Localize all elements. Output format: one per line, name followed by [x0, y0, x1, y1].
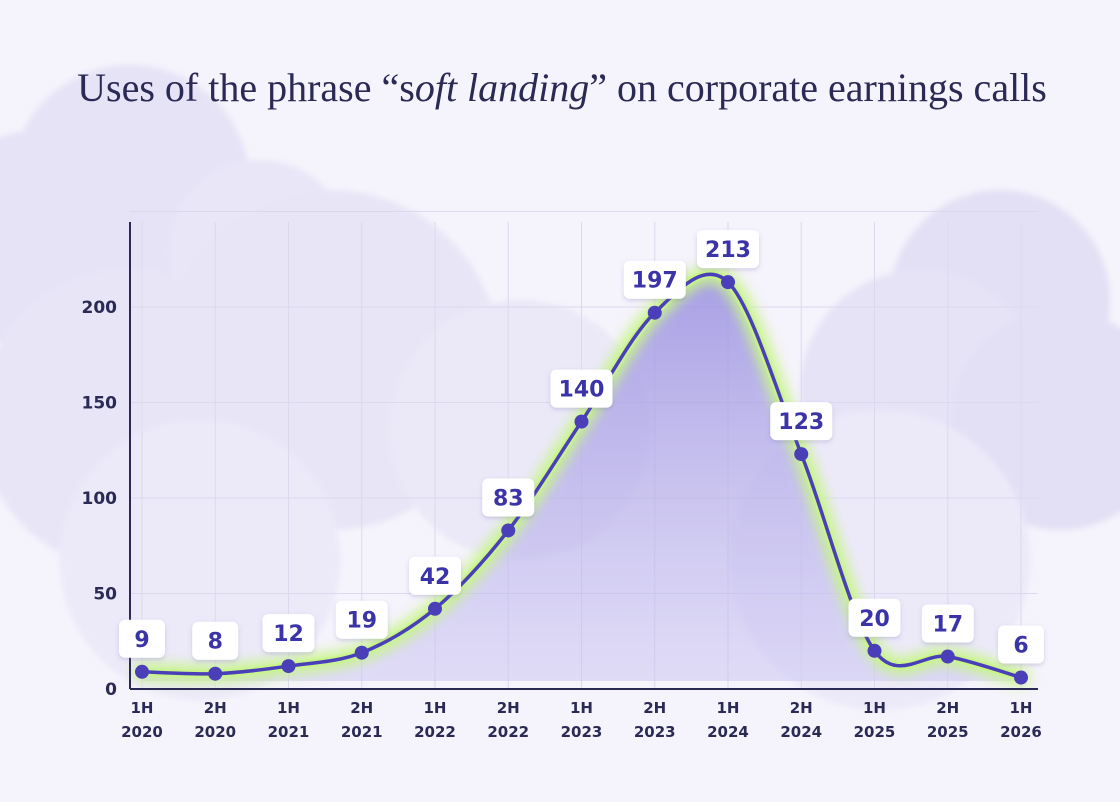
data-label-box [848, 598, 901, 637]
data-point [354, 645, 369, 660]
data-label: 8 [208, 630, 223, 655]
y-tick-label: 150 [82, 394, 118, 414]
y-tick-label: 50 [93, 585, 117, 605]
data-label: 19 [346, 609, 377, 634]
data-point [721, 275, 735, 290]
x-tick-label: 1H 2020 [121, 699, 163, 741]
x-tick-label: 1H 2024 [707, 699, 749, 741]
data-label-box [998, 625, 1044, 664]
data-label: 140 [559, 378, 605, 403]
y-tick-label: 0 [105, 680, 117, 700]
x-tick-label: 1H 2025 [854, 699, 896, 741]
data-point [208, 666, 223, 681]
data-label-box [697, 230, 759, 269]
area-shape [142, 274, 1021, 681]
data-label: 6 [1013, 634, 1028, 659]
data-label: 42 [420, 565, 451, 590]
data-point [940, 649, 955, 664]
x-tick-label: 1H 2021 [268, 699, 310, 741]
data-point [867, 643, 882, 658]
data-label: 213 [705, 238, 751, 263]
data-label: 20 [859, 607, 890, 632]
data-label: 12 [273, 622, 304, 647]
data-label-box [550, 369, 613, 408]
x-tick-label: 2H 2025 [927, 699, 969, 741]
data-label: 17 [932, 613, 963, 638]
x-tick-label: 2H 2024 [780, 699, 822, 741]
axes [129, 222, 1038, 690]
data-label-box [262, 614, 315, 653]
data-point [428, 601, 442, 616]
area-fill [142, 274, 1021, 681]
data-label: 197 [632, 269, 678, 294]
x-axis-ticks: 1H 2020 2H 2020 1H 2021 2H 2021 1H 2022 2H 2022 1H 20… [121, 699, 1042, 741]
data-label-box [192, 621, 239, 660]
data-label: 83 [493, 486, 524, 511]
x-tick-label: 2H 2022 [487, 699, 529, 741]
data-label-box [119, 619, 165, 658]
y-tick-label: 100 [82, 489, 118, 509]
data-point [647, 305, 662, 320]
data-point [135, 664, 149, 679]
y-axis-ticks: 0 50 100 150 200 [82, 298, 118, 700]
data-label-box [335, 600, 388, 639]
data-label-box [409, 556, 461, 595]
data-label-box [623, 260, 686, 299]
data-label-box [921, 604, 974, 643]
x-tick-label: 1H 2022 [414, 699, 456, 741]
data-label: 123 [778, 410, 824, 435]
data-point [794, 447, 809, 462]
x-tick-label: 2H 2023 [634, 699, 676, 741]
data-point [501, 523, 516, 538]
series-path [140, 272, 1023, 680]
x-tick-label: 2H 2020 [194, 699, 236, 741]
data-label-box [482, 478, 535, 517]
x-tick-label: 1H 2023 [561, 699, 603, 741]
data-point [574, 414, 589, 429]
data-label-box [770, 402, 833, 441]
series-line [140, 272, 1023, 680]
chart-title: Uses of the phrase “soft landing” on cor… [77, 65, 1047, 110]
x-tick-label: 2H 2021 [341, 699, 383, 741]
x-tick-label: 1H 2026 [1000, 699, 1042, 741]
data-label: 9 [134, 628, 149, 653]
y-tick-label: 200 [82, 298, 118, 318]
data-point [281, 659, 296, 674]
data-point [1014, 670, 1028, 685]
data-labels: 9 8 12 19 42 83 140 197 213 123 20 17 6 [119, 230, 1044, 664]
data-points [135, 275, 1028, 685]
